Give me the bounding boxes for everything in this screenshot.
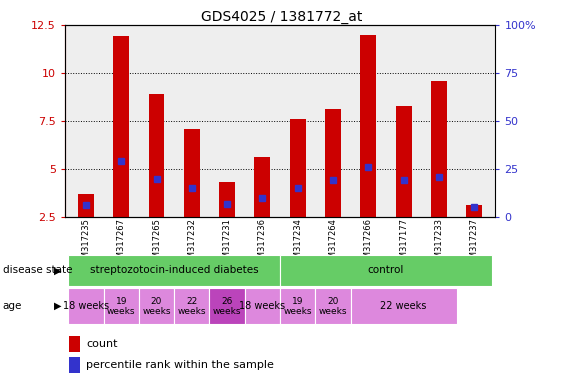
- Bar: [174, 288, 209, 324]
- Bar: [209, 288, 245, 324]
- Text: GDS4025 / 1381772_at: GDS4025 / 1381772_at: [201, 10, 362, 23]
- Text: ▶: ▶: [55, 265, 62, 275]
- Text: 19
weeks: 19 weeks: [284, 297, 312, 316]
- Text: 19
weeks: 19 weeks: [107, 297, 136, 316]
- Bar: [68, 255, 280, 286]
- Bar: [396, 106, 412, 217]
- Text: 20
weeks: 20 weeks: [142, 297, 171, 316]
- Bar: [69, 336, 80, 352]
- Bar: [104, 288, 139, 324]
- Text: percentile rank within the sample: percentile rank within the sample: [86, 360, 274, 370]
- Text: 22
weeks: 22 weeks: [177, 297, 206, 316]
- Text: 18 weeks: 18 weeks: [63, 301, 109, 311]
- Bar: [219, 182, 235, 217]
- Bar: [69, 357, 80, 373]
- Bar: [280, 288, 315, 324]
- Text: ▶: ▶: [55, 301, 62, 311]
- Bar: [254, 157, 270, 217]
- Bar: [290, 119, 306, 217]
- Text: 20
weeks: 20 weeks: [319, 297, 347, 316]
- Bar: [325, 109, 341, 217]
- Bar: [68, 288, 104, 324]
- Bar: [351, 288, 457, 324]
- Text: 22 weeks: 22 weeks: [381, 301, 427, 311]
- Text: 26
weeks: 26 weeks: [213, 297, 242, 316]
- Bar: [113, 36, 129, 217]
- Bar: [139, 288, 174, 324]
- Text: count: count: [86, 339, 118, 349]
- Bar: [78, 194, 94, 217]
- Bar: [466, 205, 482, 217]
- Bar: [280, 255, 492, 286]
- Text: disease state: disease state: [3, 265, 72, 275]
- Text: age: age: [3, 301, 22, 311]
- Bar: [184, 129, 200, 217]
- Bar: [315, 288, 351, 324]
- Text: control: control: [368, 265, 404, 275]
- Bar: [245, 288, 280, 324]
- Text: streptozotocin-induced diabetes: streptozotocin-induced diabetes: [90, 265, 258, 275]
- Bar: [431, 81, 447, 217]
- Bar: [149, 94, 164, 217]
- Text: 18 weeks: 18 weeks: [239, 301, 285, 311]
- Bar: [360, 35, 376, 217]
